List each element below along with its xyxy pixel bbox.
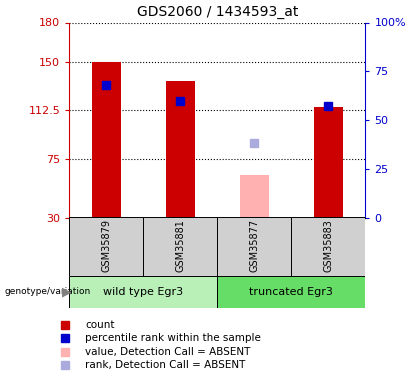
Text: percentile rank within the sample: percentile rank within the sample [86, 333, 261, 344]
Bar [165, 81, 195, 218]
Bar [291, 217, 365, 276]
Text: GSM35881: GSM35881 [175, 219, 185, 272]
Text: rank, Detection Call = ABSENT: rank, Detection Call = ABSENT [86, 360, 246, 370]
Text: GSM35877: GSM35877 [249, 219, 260, 272]
Text: count: count [86, 320, 115, 330]
Bar [143, 217, 218, 276]
Bar [218, 276, 365, 308]
Text: truncated Egr3: truncated Egr3 [249, 286, 333, 297]
Bar [314, 107, 343, 218]
Bar [239, 175, 269, 217]
Text: GSM35879: GSM35879 [101, 219, 111, 272]
Bar [92, 62, 121, 217]
Bar [69, 276, 218, 308]
Title: GDS2060 / 1434593_at: GDS2060 / 1434593_at [136, 5, 298, 19]
Text: genotype/variation: genotype/variation [4, 287, 90, 296]
Bar [218, 217, 291, 276]
Bar [69, 217, 143, 276]
Text: ▶: ▶ [62, 285, 72, 298]
Text: wild type Egr3: wild type Egr3 [103, 286, 184, 297]
Text: GSM35883: GSM35883 [323, 219, 333, 272]
Text: value, Detection Call = ABSENT: value, Detection Call = ABSENT [86, 346, 251, 357]
